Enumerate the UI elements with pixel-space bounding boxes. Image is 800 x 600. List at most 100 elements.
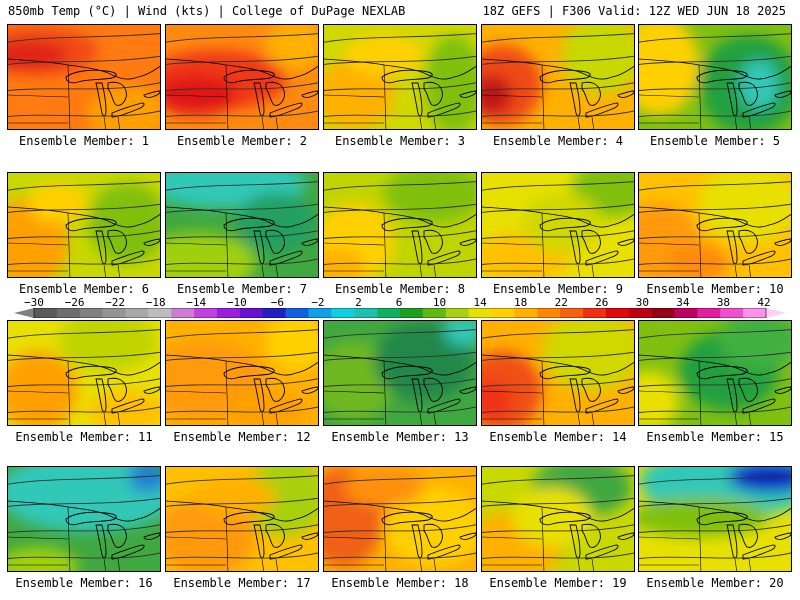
- great-lake-outline: [459, 90, 476, 98]
- great-lake-outline: [617, 532, 634, 540]
- colorbar-swatch: [148, 308, 172, 318]
- state-boundary: [225, 360, 229, 425]
- temperature-region: [88, 183, 160, 263]
- state-boundary: [8, 390, 69, 394]
- colorbar-tick-label: 30: [635, 296, 649, 309]
- great-lake-outline: [617, 238, 634, 246]
- great-lake-outline: [111, 544, 145, 560]
- state-boundary: [541, 212, 545, 277]
- great-lake-outline: [696, 217, 748, 232]
- height-contour: [166, 55, 318, 65]
- colorbar-tick-label: −22: [105, 296, 126, 309]
- height-contour: [639, 497, 791, 507]
- height-contour: [166, 110, 318, 118]
- great-lake-outline: [423, 523, 443, 548]
- temperature-field: [639, 173, 791, 277]
- temperature-field: [639, 321, 791, 425]
- state-boundary: [482, 536, 543, 540]
- great-lake-outline: [581, 229, 601, 254]
- height-contour: [324, 524, 476, 534]
- height-contour: [324, 552, 476, 560]
- great-lake-outline: [223, 217, 275, 232]
- great-lake-outline: [265, 523, 285, 548]
- temperature-region: [8, 467, 160, 532]
- height-contour: [8, 552, 160, 560]
- ensemble-member-map: [323, 466, 477, 572]
- state-boundary: [639, 390, 700, 394]
- height-contour: [639, 351, 791, 361]
- height-contour: [324, 329, 476, 339]
- temperature-field: [8, 181, 160, 277]
- height-contour: [324, 203, 476, 213]
- great-lake-outline: [427, 102, 461, 118]
- colorbar-tick-label: −30: [24, 296, 44, 309]
- great-lake-outline: [95, 524, 107, 559]
- state-boundary: [103, 264, 107, 277]
- great-lake-outline: [107, 229, 127, 254]
- height-contour: [324, 110, 476, 118]
- state-boundary: [275, 412, 279, 425]
- colorbar-swatch: [468, 308, 492, 318]
- state-boundary: [433, 116, 437, 129]
- temperature-region: [739, 60, 779, 110]
- great-lake-outline: [301, 238, 318, 246]
- height-contour: [639, 203, 791, 213]
- state-boundary: [748, 264, 752, 277]
- great-lake-outline: [65, 365, 117, 380]
- height-contour: [482, 497, 634, 507]
- country-border: [482, 500, 634, 522]
- country-border: [166, 206, 318, 228]
- colorbar-tick-label: 14: [473, 296, 487, 309]
- ensemble-member-map: [481, 24, 635, 130]
- temperature-region: [719, 321, 791, 371]
- colorbar-swatch: [354, 308, 378, 318]
- colorbar-tick-label: 38: [716, 296, 731, 309]
- colorbar-tick-label: 42: [757, 296, 771, 309]
- great-lake-outline: [726, 82, 738, 117]
- great-lake-outline: [111, 398, 145, 414]
- great-lake-outline: [111, 102, 145, 118]
- country-border: [324, 354, 476, 376]
- great-lake-outline: [253, 524, 265, 559]
- height-contour: [166, 181, 318, 191]
- temperature-field: [482, 321, 634, 425]
- colorbar-swatch: [285, 308, 309, 318]
- state-boundary: [103, 558, 107, 571]
- state-boundary: [734, 116, 738, 129]
- colorbar-swatch: [400, 308, 424, 318]
- state-boundary: [166, 242, 227, 246]
- great-lake-outline: [301, 532, 318, 540]
- colorbar-tick-label: 34: [676, 296, 690, 309]
- state-boundary: [419, 412, 423, 425]
- height-contour: [639, 329, 791, 339]
- great-lake-outline: [381, 511, 433, 526]
- member-label: Ensemble Member: 18: [331, 576, 469, 590]
- height-contour: [8, 55, 160, 65]
- temperature-region: [344, 467, 424, 507]
- colorbar-swatch: [171, 308, 195, 318]
- great-lake-outline: [539, 511, 591, 526]
- ensemble-member-map: [481, 466, 635, 572]
- state-boundary: [261, 558, 265, 571]
- great-lake-outline: [569, 82, 581, 117]
- state-boundary: [698, 506, 702, 571]
- state-boundary: [67, 64, 71, 129]
- great-lake-outline: [585, 398, 619, 414]
- state-boundary: [734, 264, 738, 277]
- member-label: Ensemble Member: 19: [489, 576, 627, 590]
- great-lake-outline: [539, 365, 591, 380]
- colorbar-swatch: [56, 308, 81, 318]
- height-contour: [639, 33, 791, 43]
- state-boundary: [275, 264, 279, 277]
- great-lake-outline: [223, 365, 275, 380]
- ensemble-member-map: [323, 320, 477, 426]
- colorbar-swatch: [560, 308, 584, 318]
- great-lake-outline: [381, 365, 433, 380]
- member-label: Ensemble Member: 20: [646, 576, 784, 590]
- state-boundary: [166, 390, 227, 394]
- ensemble-member-map: [481, 320, 635, 426]
- member-label: Ensemble Member: 12: [173, 430, 311, 444]
- height-contour: [166, 82, 318, 92]
- state-boundary: [541, 360, 545, 425]
- state-boundary: [591, 558, 595, 571]
